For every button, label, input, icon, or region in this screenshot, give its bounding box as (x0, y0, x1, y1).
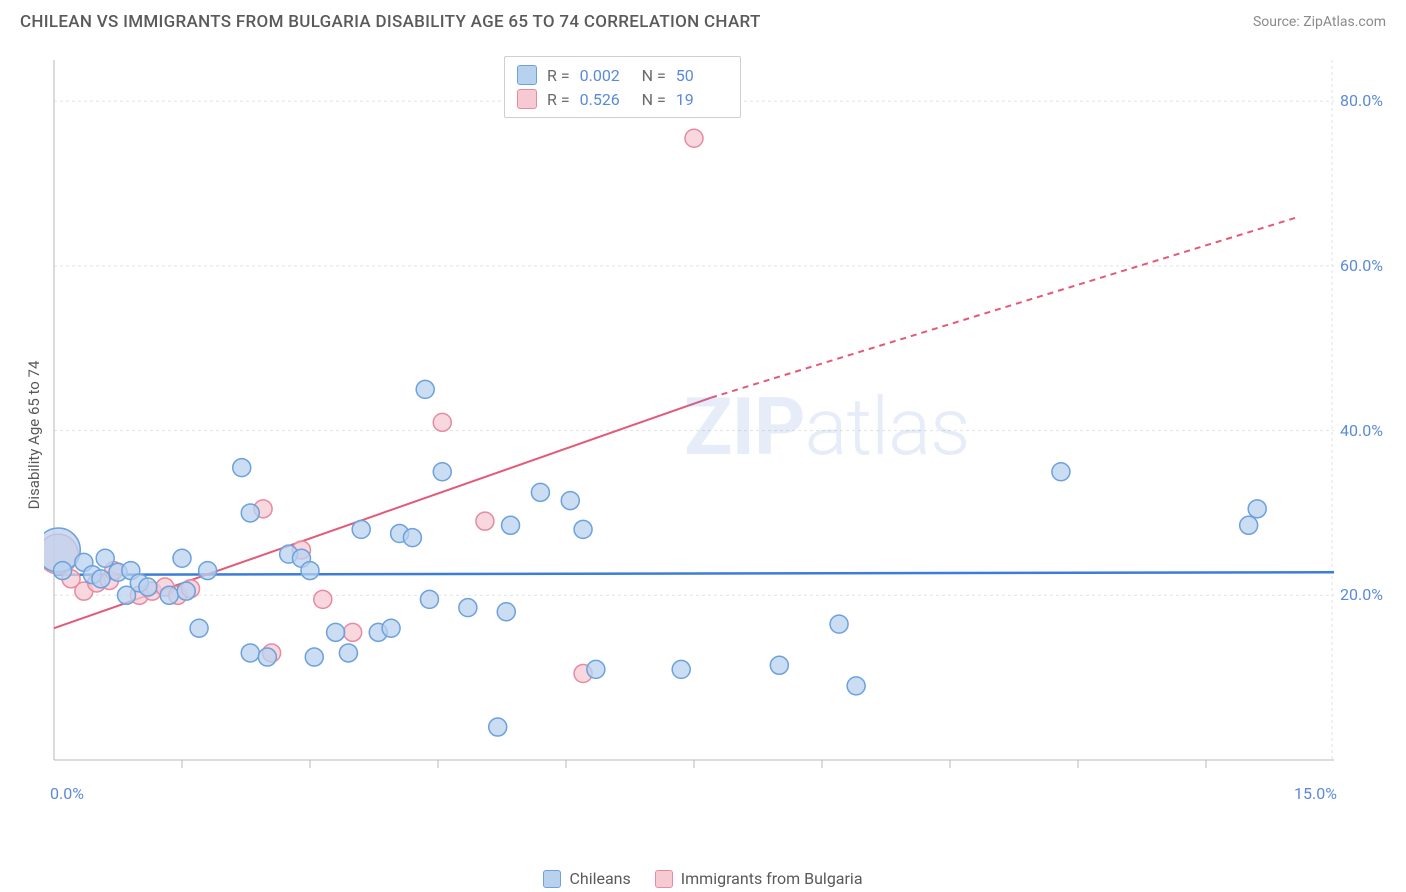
header: CHILEAN VS IMMIGRANTS FROM BULGARIA DISA… (0, 0, 1406, 40)
source: Source: ZipAtlas.com (1253, 14, 1386, 30)
scatter-plot (44, 50, 1344, 780)
source-label: Source: (1253, 14, 1300, 30)
source-name: ZipAtlas.com (1303, 14, 1386, 30)
x-tick-label: 0.0% (50, 784, 84, 803)
stats-swatch (517, 65, 537, 85)
y-tick-label: 20.0% (1340, 585, 1383, 604)
y-axis-label: Disability Age 65 to 74 (25, 361, 43, 510)
y-tick-label: 80.0% (1340, 91, 1383, 110)
swatch-chileans (543, 870, 561, 888)
stats-r-value: 0.526 (580, 90, 632, 109)
y-tick-label: 60.0% (1340, 256, 1383, 275)
bottom-legend: Chileans Immigrants from Bulgaria (0, 869, 1406, 888)
legend-item-chileans: Chileans (543, 869, 630, 888)
x-tick-label: 15.0% (1294, 784, 1337, 803)
legend-label-bulgaria: Immigrants from Bulgaria (681, 869, 863, 888)
stats-n-value: 50 (676, 66, 728, 85)
legend-label-chileans: Chileans (569, 869, 630, 888)
stats-row: R = 0.526 N = 19 (517, 87, 728, 111)
chart-title: CHILEAN VS IMMIGRANTS FROM BULGARIA DISA… (20, 12, 761, 32)
swatch-bulgaria (655, 870, 673, 888)
stats-legend: R = 0.002 N = 50 R = 0.526 N = 19 (504, 56, 741, 118)
stats-r-value: 0.002 (580, 66, 632, 85)
stats-n-label: N = (642, 66, 666, 85)
stats-row: R = 0.002 N = 50 (517, 63, 728, 87)
chart-area: Disability Age 65 to 74 ZIPatlas 20.0%40… (44, 50, 1384, 820)
stats-r-label: R = (547, 90, 570, 109)
stats-swatch (517, 89, 537, 109)
stats-n-label: N = (642, 90, 666, 109)
stats-n-value: 19 (676, 90, 728, 109)
legend-item-bulgaria: Immigrants from Bulgaria (655, 869, 863, 888)
y-tick-label: 40.0% (1340, 421, 1383, 440)
stats-r-label: R = (547, 66, 570, 85)
